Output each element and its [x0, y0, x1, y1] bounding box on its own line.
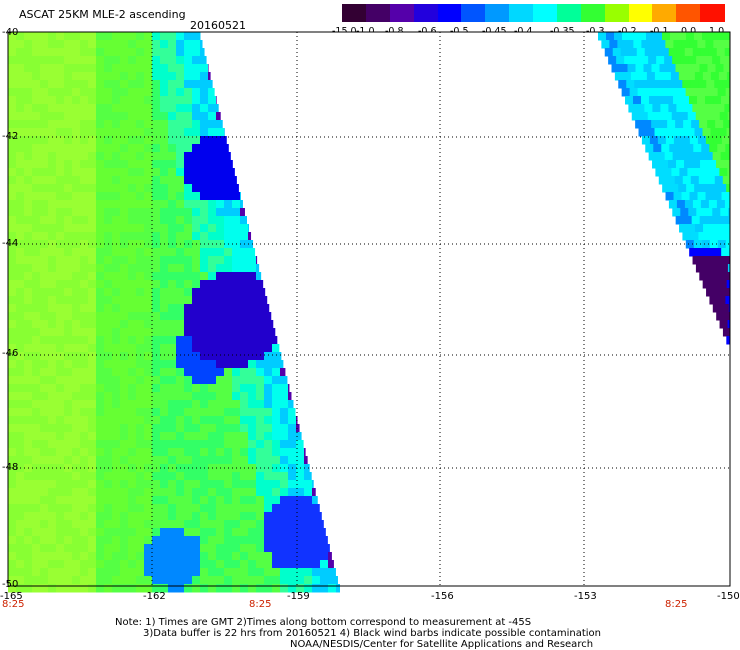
colorbar-segment — [580, 4, 606, 22]
colorbar-segment — [652, 4, 677, 22]
x-tick-label: -165 — [0, 591, 23, 602]
x-tick-label: -159 — [287, 591, 310, 602]
colorbar-segment — [389, 4, 415, 22]
time-label: 8:25 — [665, 599, 688, 610]
colorbar-segment — [700, 4, 725, 22]
x-tick-label: -153 — [574, 591, 597, 602]
colorbar-segment — [509, 4, 534, 22]
y-tick-label: -42 — [2, 131, 19, 142]
note-line-2: 3)Data buffer is 22 hrs from 20160521 4)… — [143, 628, 601, 639]
x-tick-label: -162 — [143, 591, 166, 602]
colorbar-segment — [485, 4, 510, 22]
colorbar-segment — [365, 4, 391, 22]
colorbar-segment — [461, 4, 486, 22]
colorbar-segment — [533, 4, 558, 22]
time-label: 8:25 — [249, 599, 272, 610]
map-date: 20160521 — [190, 19, 246, 32]
time-label: 8:25 — [2, 599, 25, 610]
colorbar-segment — [604, 4, 629, 22]
right-swath — [598, 32, 731, 353]
x-tick-label: -150 — [717, 591, 740, 602]
colorbar — [342, 4, 725, 22]
colorbar-segment — [556, 4, 582, 22]
y-tick-label: -48 — [2, 462, 19, 473]
y-tick-label: -44 — [2, 238, 19, 249]
x-tick-label: -156 — [431, 591, 454, 602]
colorbar-segment — [413, 4, 438, 22]
note-line-3: NOAA/NESDIS/Center for Satellite Applica… — [290, 639, 594, 650]
note-line-1: Note: 1) Times are GMT 2)Times along bot… — [115, 617, 532, 628]
colorbar-segment — [628, 4, 653, 22]
y-tick-label: -40 — [2, 27, 19, 38]
colorbar-segment — [342, 4, 367, 22]
colorbar-segment — [676, 4, 701, 22]
colorbar-segment — [437, 4, 462, 22]
plot-border — [7, 31, 731, 587]
map-title: ASCAT 25KM MLE-2 ascending — [19, 8, 186, 21]
y-tick-label: -50 — [2, 579, 19, 590]
y-tick-label: -46 — [2, 348, 19, 359]
